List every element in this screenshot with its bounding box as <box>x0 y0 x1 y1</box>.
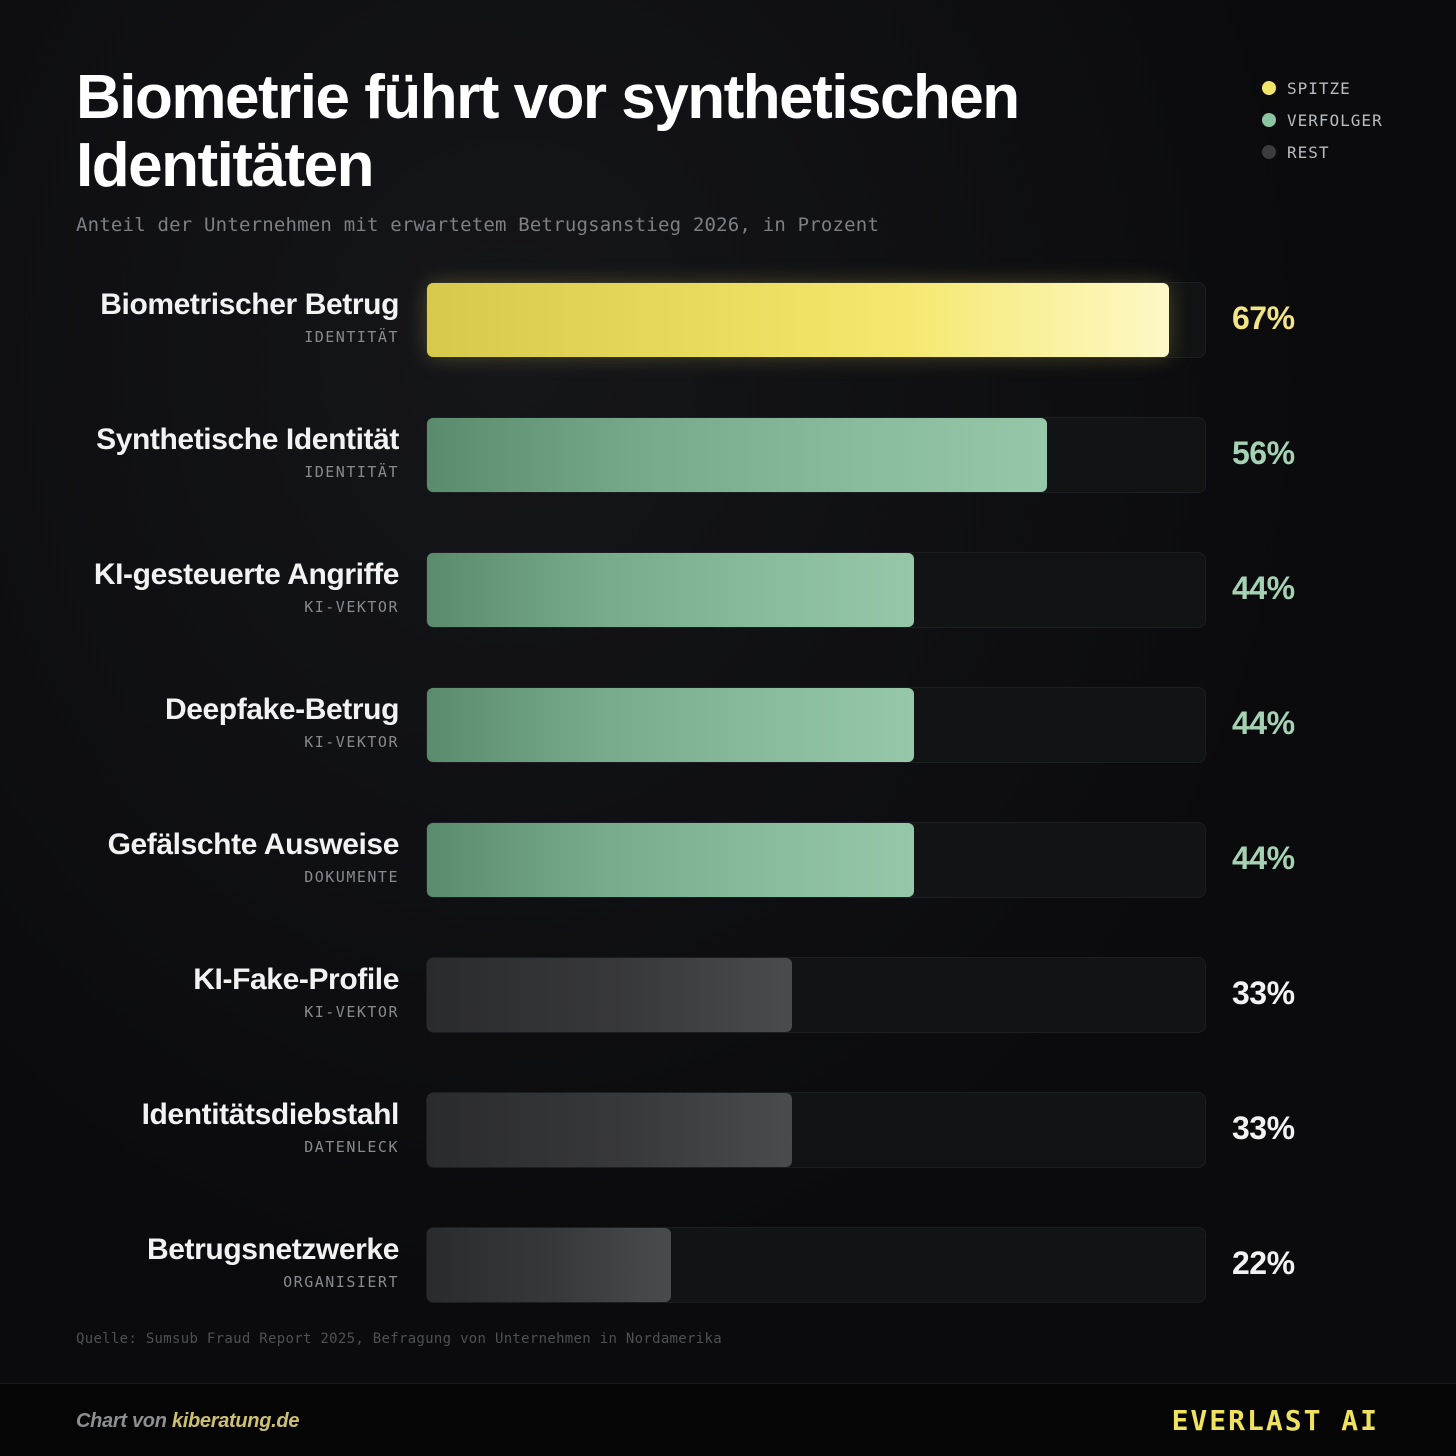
chart-subtitle: Anteil der Unternehmen mit erwartetem Be… <box>76 214 880 236</box>
category-label: Gefälschte Ausweise <box>107 828 400 861</box>
value-label: 67% <box>1232 300 1295 336</box>
bar <box>427 823 914 897</box>
bar <box>427 553 914 627</box>
footer: Chart von kiberatung.de EVERLAST AI <box>0 1383 1456 1456</box>
bar-row: Synthetische Identität IDENTITÄT 56% <box>0 417 1456 493</box>
category-group-label: IDENTITÄT <box>304 463 399 481</box>
category-label-block: Biometrischer Betrug IDENTITÄT <box>19 288 399 346</box>
value-label: 44% <box>1232 705 1295 741</box>
legend: SPITZE VERFOLGER REST <box>1262 72 1383 168</box>
bar-row: Deepfake-Betrug KI-VEKTOR 44% <box>0 687 1456 763</box>
value-label: 56% <box>1232 435 1295 471</box>
category-label: Synthetische Identität <box>96 423 399 456</box>
bar <box>427 958 792 1032</box>
bar-row: KI-gesteuerte Angriffe KI-VEKTOR 44% <box>0 552 1456 628</box>
category-label-block: KI-gesteuerte Angriffe KI-VEKTOR <box>19 558 400 616</box>
category-label-block: Deepfake-Betrug KI-VEKTOR <box>19 693 399 751</box>
category-label-block: Betrugsnetzwerke ORGANISIERT <box>19 1233 399 1291</box>
chart-title: Biometrie führt vor synthetischen Identi… <box>76 63 1020 200</box>
legend-label-spitze: SPITZE <box>1287 78 1351 98</box>
legend-item-rest: REST <box>1262 136 1383 168</box>
bar <box>427 688 914 762</box>
bar <box>427 283 1169 357</box>
category-group-label: IDENTITÄT <box>304 328 399 346</box>
category-group-label: KI-VEKTOR <box>304 1003 399 1021</box>
category-group-label: ORGANISIERT <box>283 1273 399 1291</box>
value-label: 44% <box>1232 570 1295 606</box>
category-label: Deepfake-Betrug <box>164 693 399 726</box>
category-group-label: DOKUMENTE <box>304 868 399 886</box>
bar-row: Biometrischer Betrug IDENTITÄT 67% <box>0 282 1456 358</box>
value-label: 44% <box>1232 840 1295 876</box>
legend-dot-spitze <box>1262 81 1276 95</box>
category-label-block: KI-Fake-Profile KI-VEKTOR <box>19 963 399 1021</box>
legend-item-spitze: SPITZE <box>1262 72 1383 104</box>
value-label: 33% <box>1232 975 1295 1011</box>
category-label: Betrugsnetzwerke <box>146 1233 399 1266</box>
bar <box>427 1228 671 1302</box>
category-label: KI-gesteuerte Angriffe <box>93 558 400 591</box>
category-label-block: Gefälschte Ausweise DOKUMENTE <box>19 828 400 886</box>
credit-link[interactable]: kiberatung.de <box>171 1410 300 1432</box>
category-group-label: DATENLECK <box>304 1138 399 1156</box>
legend-label-rest: REST <box>1287 142 1330 162</box>
category-group-label: KI-VEKTOR <box>304 733 399 751</box>
legend-item-verfolger: VERFOLGER <box>1262 104 1383 136</box>
legend-label-verfolger: VERFOLGER <box>1287 110 1383 130</box>
bar <box>427 418 1047 492</box>
legend-dot-rest <box>1262 145 1276 159</box>
category-label: Biometrischer Betrug <box>100 288 399 321</box>
category-label: Identitätsdiebstahl <box>141 1098 400 1131</box>
footer-credit: Chart von kiberatung.de <box>76 1410 299 1433</box>
value-label: 33% <box>1232 1110 1295 1146</box>
value-label: 22% <box>1232 1245 1295 1281</box>
brand-logo: EVERLAST AI <box>1171 1404 1379 1437</box>
bar-row: Identitätsdiebstahl DATENLECK 33% <box>0 1092 1456 1168</box>
bar-row: Gefälschte Ausweise DOKUMENTE 44% <box>0 822 1456 898</box>
bar <box>427 1093 792 1167</box>
category-label-block: Identitätsdiebstahl DATENLECK <box>19 1098 400 1156</box>
category-label: KI-Fake-Profile <box>193 963 399 996</box>
bar-row: KI-Fake-Profile KI-VEKTOR 33% <box>0 957 1456 1033</box>
category-label-block: Synthetische Identität IDENTITÄT <box>19 423 399 481</box>
credit-prefix: Chart von <box>76 1410 167 1432</box>
bar-row: Betrugsnetzwerke ORGANISIERT 22% <box>0 1227 1456 1303</box>
source-note: Quelle: Sumsub Fraud Report 2025, Befrag… <box>76 1331 722 1347</box>
category-group-label: KI-VEKTOR <box>304 598 399 616</box>
legend-dot-verfolger <box>1262 113 1276 127</box>
